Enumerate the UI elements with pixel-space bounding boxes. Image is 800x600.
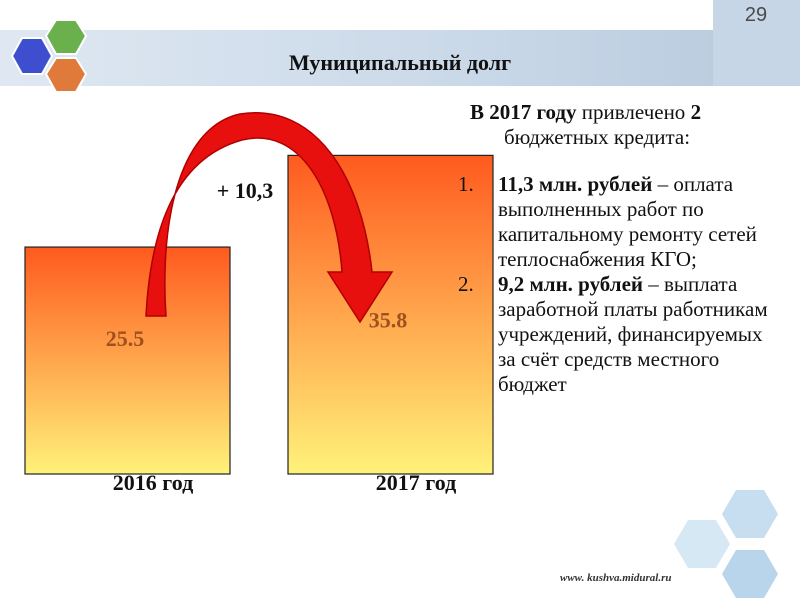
- list-item-number: 1.: [458, 172, 474, 196]
- bar-2017: [287, 154, 494, 475]
- header-band: [0, 30, 800, 86]
- page-title: Муниципальный долг: [288, 50, 512, 75]
- intro-year: В 2017 году: [470, 100, 577, 124]
- list-item-number: 2.: [458, 272, 474, 296]
- intro-paragraph: В 2017 году привлечено 2 бюджетных креди…: [470, 100, 770, 150]
- list-item-text: – выплата заработной платы работникам уч…: [498, 272, 768, 396]
- list-item-amount: 9,2 млн. рублей: [498, 272, 643, 296]
- page-number: 29: [744, 4, 768, 26]
- intro-continuation: бюджетных кредита:: [504, 125, 691, 149]
- intro-verb: привлечено: [576, 100, 691, 124]
- growth-annotation: + 10,3: [217, 178, 274, 203]
- category-label-2017: 2017 год: [376, 470, 456, 495]
- category-label-2016: 2016 год: [113, 470, 193, 495]
- bar-2016: [24, 246, 231, 475]
- list-item: 2. 9,2 млн. рублей – выплата заработной п…: [458, 272, 770, 397]
- credit-description: В 2017 году привлечено 2 бюджетных креди…: [458, 100, 770, 397]
- orange-hexagon-icon: [44, 57, 88, 93]
- bar-value-label-2017: 35.8: [369, 307, 408, 332]
- list-item-amount: 11,3 млн. рублей: [498, 172, 653, 196]
- list-item-text: – оплата выполненных работ по капитально…: [498, 172, 757, 271]
- decorative-hexagons-icon: [674, 490, 778, 598]
- footer-website: www. kushva.midural.ru: [560, 572, 672, 584]
- intro-count: 2: [690, 100, 702, 124]
- green-hexagon-icon: [44, 19, 88, 55]
- growth-arrow-icon: [145, 112, 394, 324]
- list-item: 1. 11,3 млн. рублей – оплата выполненных …: [458, 172, 770, 272]
- blue-hexagon-icon: [10, 37, 54, 75]
- header-corner-panel: [713, 0, 800, 86]
- hexagon-logo-icon: [10, 19, 88, 93]
- bar-value-label-2016: 25.5: [106, 326, 145, 351]
